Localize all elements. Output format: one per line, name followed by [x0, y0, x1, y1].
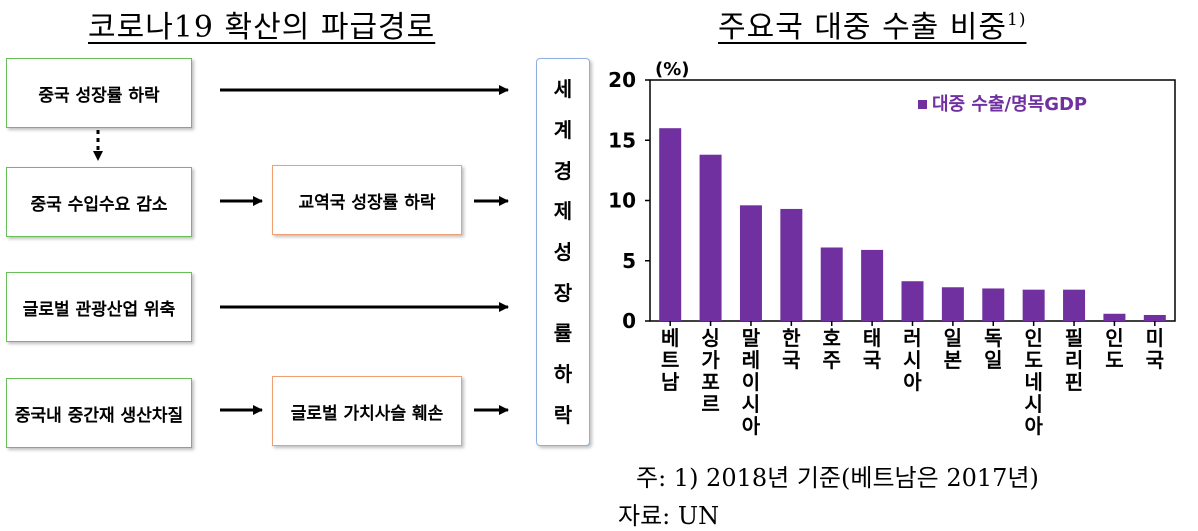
bar	[1103, 313, 1126, 321]
box-china-growth-decline: 중국 성장률 하락	[6, 58, 192, 128]
y-tick-label: 15	[608, 128, 636, 152]
flow-title: 코로나19 확산의 파급경로	[88, 10, 436, 45]
bar	[1022, 289, 1045, 321]
chart-footnote: 주: 1) 2018년 기준(베트남은 2017년)	[636, 464, 1039, 492]
world-box-char: 장	[553, 280, 573, 305]
box-label: 교역국 성장률 하락	[298, 192, 436, 213]
box-world-economic-growth-decline: 세 계 경 제 성 장 률 하 락	[536, 58, 590, 446]
y-tick-label: 0	[622, 309, 636, 333]
world-box-char: 성	[553, 239, 573, 264]
box-trade-partner-growth-decline: 교역국 성장률 하락	[272, 165, 462, 235]
world-box-char: 락	[553, 402, 573, 427]
bar	[1143, 314, 1166, 321]
legend-swatch	[918, 100, 927, 109]
world-box-char: 경	[553, 158, 573, 183]
bar	[739, 205, 762, 321]
y-axis-unit-label: (%)	[655, 59, 690, 80]
bar	[820, 247, 843, 321]
bar	[659, 128, 682, 321]
world-box-char: 하	[553, 361, 573, 386]
chart-title: 주요국 대중 수출 비중1)	[718, 2, 1026, 46]
box-global-tourism-contraction: 글로벌 관광산업 위축	[6, 272, 192, 342]
y-tick-label: 20	[608, 68, 636, 92]
box-china-import-demand-decline: 중국 수입수요 감소	[6, 167, 192, 237]
bar	[780, 208, 803, 321]
flow-arrows	[93, 85, 509, 415]
bar	[1063, 289, 1086, 321]
bar	[941, 287, 964, 321]
chart-title-text: 주요국 대중 수출 비중	[718, 10, 1008, 45]
chart-source: 자료: UN	[618, 502, 720, 530]
box-label: 중국 성장률 하락	[38, 85, 160, 106]
bar	[699, 154, 722, 321]
world-box-char: 제	[553, 199, 573, 224]
y-tick-label: 5	[622, 249, 636, 273]
box-label: 글로벌 가치사슬 훼손	[290, 403, 444, 424]
legend-label: 대중 수출/명목GDP	[932, 94, 1087, 115]
box-label: 글로벌 관광산업 위축	[22, 299, 176, 320]
bar	[861, 249, 884, 321]
bar-chart: (%) 0 5 10 15 20 베 트 남 싱 가 포 르 말 레 이 시 아 한 국 호 주 태 국 러 시 아 일 본 독 일 인 도 네 시…	[608, 59, 1176, 438]
bar	[901, 281, 924, 321]
box-label: 중국내 중간재 생산차질	[14, 405, 184, 426]
box-global-value-chain-damage: 글로벌 가치사슬 훼손	[272, 376, 462, 446]
box-china-production-disruption: 중국내 중간재 생산차질	[6, 378, 192, 448]
world-box-char: 세	[553, 77, 573, 102]
chart-title-footnote-mark: 1)	[1007, 10, 1027, 30]
y-tick-label: 10	[608, 189, 636, 213]
bar	[982, 288, 1005, 321]
world-box-char: 계	[553, 117, 573, 142]
box-label: 중국 수입수요 감소	[30, 194, 168, 215]
world-box-char: 률	[553, 321, 573, 346]
